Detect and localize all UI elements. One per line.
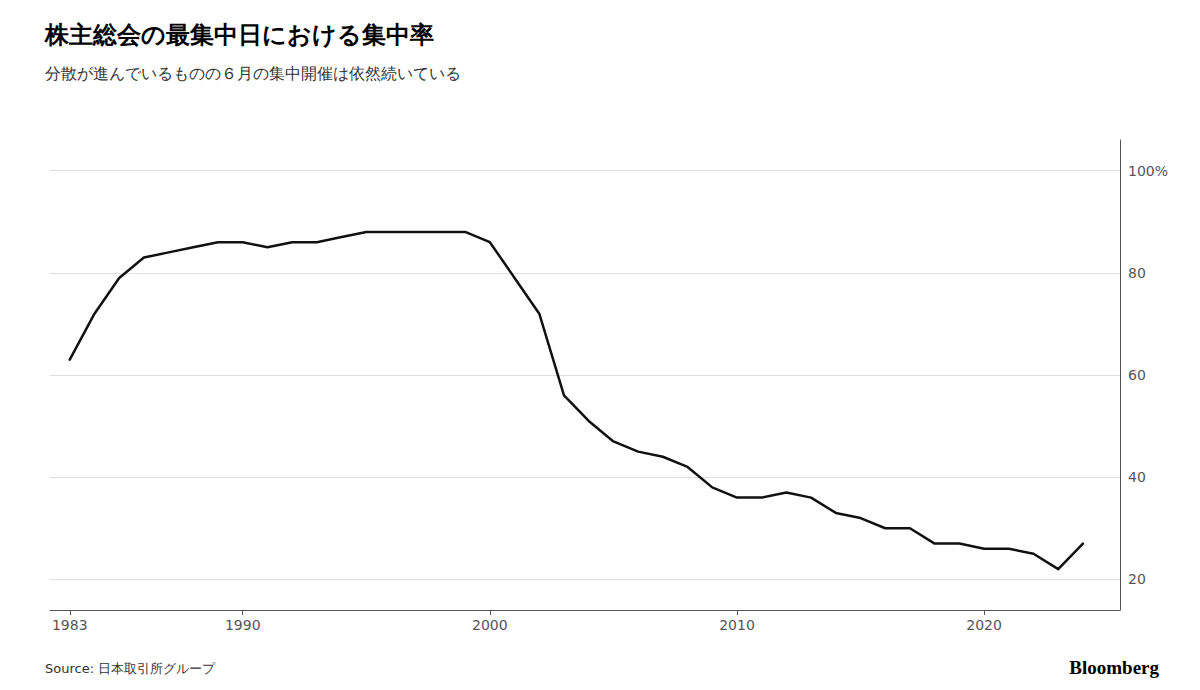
svg-text:株主総会の最集中日における集中率: 株主総会の最集中日における集中率 — [44, 21, 434, 49]
svg-text:2010: 2010 — [719, 617, 755, 633]
svg-text:40: 40 — [1128, 469, 1146, 485]
svg-text:Bloomberg: Bloomberg — [1069, 657, 1159, 678]
svg-text:2000: 2000 — [472, 617, 508, 633]
svg-text:分散が進んでいるものの６月の集中開催は依然続いている: 分散が進んでいるものの６月の集中開催は依然続いている — [45, 64, 461, 83]
svg-text:2020: 2020 — [966, 617, 1002, 633]
svg-text:1990: 1990 — [225, 617, 261, 633]
svg-text:20: 20 — [1128, 571, 1146, 587]
svg-text:80: 80 — [1128, 265, 1146, 281]
svg-text:60: 60 — [1128, 367, 1146, 383]
svg-text:Source: 日本取引所グループ: Source: 日本取引所グループ — [45, 661, 216, 676]
svg-text:100%: 100% — [1128, 163, 1168, 179]
svg-text:1983: 1983 — [52, 617, 88, 633]
